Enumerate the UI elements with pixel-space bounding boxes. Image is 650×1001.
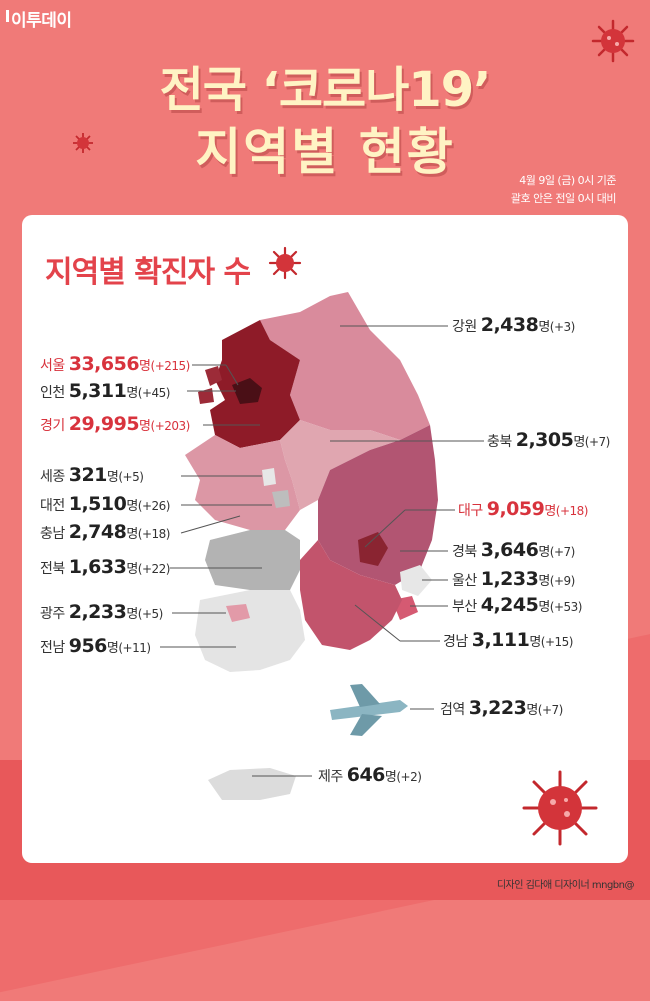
label-chungnam: 충남 2,748명(+18) xyxy=(40,521,170,543)
region-seoul xyxy=(232,378,262,404)
label-jeonbuk: 전북 1,633명(+22) xyxy=(40,556,170,578)
region-incheon xyxy=(198,366,222,404)
label-seoul: 서울 33,656명(+215) xyxy=(40,353,190,375)
region-daejeon xyxy=(272,490,290,508)
label-sejong: 세종 321명(+5) xyxy=(40,464,144,486)
virus-icon xyxy=(522,770,598,846)
page-title-line1: 전국 ‘코로나19’ xyxy=(159,62,492,118)
label-gyeonggi: 경기 29,995명(+203) xyxy=(40,413,190,435)
label-gyeongnam: 경남 3,111명(+15) xyxy=(443,629,573,651)
designer-credit: 디자인 김다애 디자이너 mngbn@ xyxy=(496,880,635,891)
region-sejong xyxy=(262,468,276,486)
label-ulsan: 울산 1,233명(+9) xyxy=(452,568,575,590)
region-gangwon xyxy=(260,292,430,440)
label-gangwon: 강원 2,438명(+3) xyxy=(452,314,575,336)
label-incheon: 인천 5,311명(+45) xyxy=(40,380,170,402)
airplane-icon xyxy=(330,684,408,736)
brand-logo: 이투데이 xyxy=(6,6,72,31)
region-ulsan xyxy=(400,565,432,596)
label-busan: 부산 4,245명(+53) xyxy=(452,594,582,616)
region-jeonnam xyxy=(195,590,305,672)
label-daejeon: 대전 1,510명(+26) xyxy=(40,493,170,515)
label-jeju: 제주 646명(+2) xyxy=(318,764,422,786)
section-title: 지역별 확진자 수 xyxy=(45,255,251,290)
virus-icon xyxy=(73,133,93,153)
region-gyeongbuk xyxy=(318,425,438,585)
label-quarantine: 검역 3,223명(+7) xyxy=(440,697,563,719)
region-gwangju xyxy=(226,604,250,622)
region-chungnam xyxy=(185,435,300,530)
label-daegu: 대구 9,059명(+18) xyxy=(458,498,588,520)
label-chungbuk: 충북 2,305명(+7) xyxy=(487,429,610,451)
label-gyeongbuk: 경북 3,646명(+7) xyxy=(452,539,575,561)
reference-date: 4월 9일 (금) 0시 기준 xyxy=(519,174,616,187)
comparison-note: 괄호 안은 전일 0시 대비 xyxy=(510,192,617,205)
label-gwangju: 광주 2,233명(+5) xyxy=(40,601,163,623)
page-title-line2: 지역별 현황 xyxy=(195,123,455,181)
virus-icon xyxy=(591,19,635,63)
region-daegu xyxy=(358,532,388,566)
label-jeonnam: 전남 956명(+11) xyxy=(40,635,151,657)
region-jeju xyxy=(208,768,296,800)
region-jeonbuk xyxy=(205,530,300,590)
korea-map xyxy=(160,292,484,800)
virus-icon xyxy=(268,246,302,280)
